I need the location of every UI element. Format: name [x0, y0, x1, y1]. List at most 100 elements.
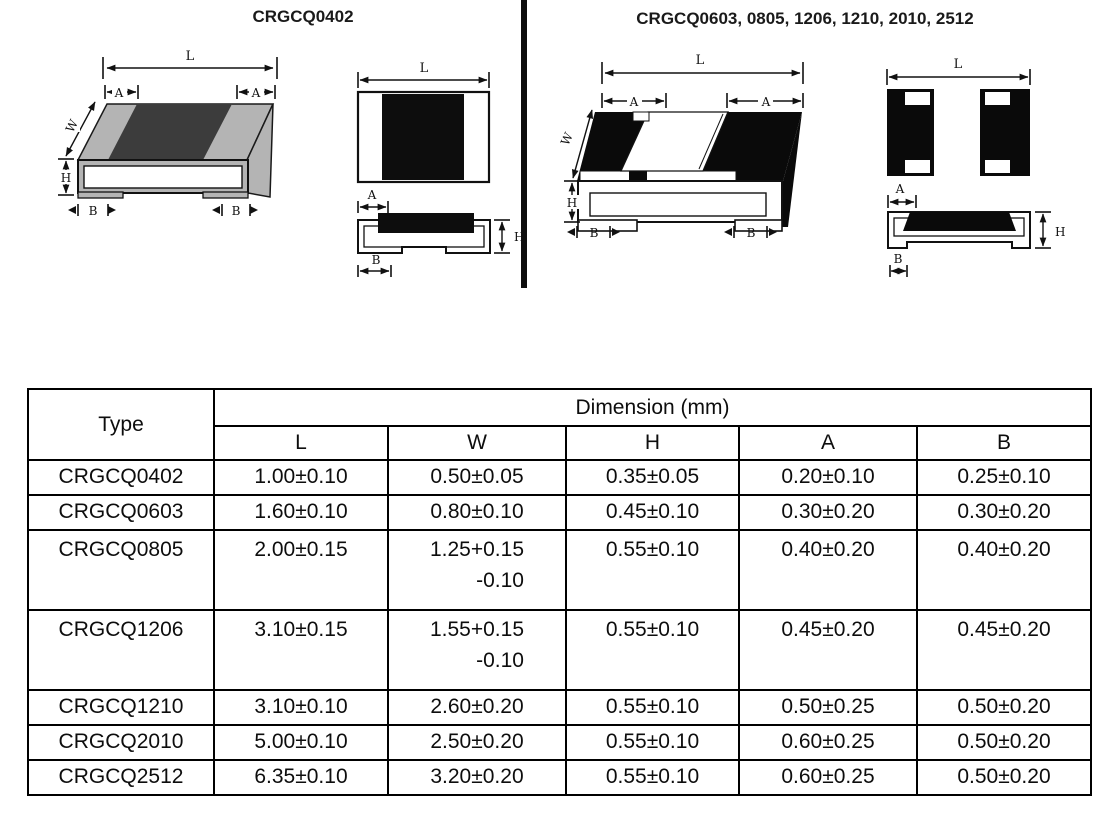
- right-top-view: L: [886, 57, 1031, 176]
- cell-a: 0.50±0.25: [738, 688, 918, 726]
- right-3d-view: L A A: [558, 53, 804, 240]
- resistor-element-band: [108, 104, 232, 160]
- ledge-gap: [629, 170, 647, 182]
- dim-label-a: A: [629, 95, 639, 109]
- cell-a: 0.20±0.10: [738, 458, 918, 496]
- table-row: CRGCQ2010 5.00±0.10 2.50±0.20 0.55±0.10 …: [27, 723, 1092, 761]
- table-row: CRGCQ0603 1.60±0.10 0.80±0.10 0.45±0.10 …: [27, 493, 1092, 531]
- left-3d-view: L A A: [58, 49, 278, 218]
- dim-label-h: H: [567, 196, 577, 210]
- cell-b: 0.50±0.20: [916, 688, 1092, 726]
- cell-h: 0.55±0.10: [565, 688, 740, 726]
- stripe-notch: [632, 111, 650, 122]
- cell-h: 0.55±0.10: [565, 528, 740, 611]
- cell-type: CRGCQ2512: [27, 758, 215, 796]
- table-subheader-row: L W H A B: [28, 425, 1092, 461]
- left-diagram-title: CRGCQ0402: [252, 7, 353, 26]
- cell-b: 0.50±0.20: [916, 758, 1092, 796]
- dim-h-left-side: H: [494, 219, 524, 254]
- resistor-element-bar: [378, 213, 474, 233]
- terminal-tab-left: [77, 191, 124, 199]
- terminal-ledge: [579, 170, 737, 182]
- cell-a: 0.40±0.20: [738, 528, 918, 611]
- corner-pad: [985, 92, 1010, 105]
- cell-b: 0.40±0.20: [916, 528, 1092, 611]
- cell-a: 0.60±0.25: [738, 723, 918, 761]
- cell-w: 2.60±0.20: [387, 688, 567, 726]
- cell-l: 3.10±0.10: [213, 688, 389, 726]
- dim-a-right-side: A: [887, 182, 917, 208]
- substrate-stripe: [619, 111, 729, 172]
- right-side-view: A H B: [887, 182, 1065, 277]
- dim-label-l: L: [696, 53, 705, 68]
- cell-a: 0.60±0.25: [738, 758, 918, 796]
- cell-a: 0.30±0.20: [738, 493, 918, 531]
- dim-label-h: H: [61, 171, 71, 185]
- cell-b: 0.25±0.10: [916, 458, 1092, 496]
- dim-label-a: A: [895, 182, 905, 196]
- cell-type: CRGCQ0603: [27, 493, 215, 531]
- type-column-header: Type: [27, 388, 215, 461]
- dim-a-right-3d: A A: [601, 93, 804, 109]
- corner-pad: [905, 160, 930, 173]
- table-row: CRGCQ1210 3.10±0.10 2.60±0.20 0.55±0.10 …: [27, 688, 1092, 726]
- dim-label-a: A: [761, 95, 771, 109]
- terminal-tab-left: [577, 219, 638, 232]
- section-divider: [521, 0, 527, 288]
- table-row: CRGCQ1206 3.10±0.15 1.55+0.15 -0.10 0.55±…: [27, 608, 1092, 691]
- cell-type: CRGCQ1206: [27, 608, 215, 691]
- col-header-b: B: [916, 425, 1092, 461]
- resistor-element-coat: [903, 212, 1016, 231]
- terminal-tab-right: [202, 191, 249, 199]
- dim-label-a: A: [251, 86, 261, 100]
- cell-l: 1.60±0.10: [213, 493, 389, 531]
- dim-b-left-3d: B B: [68, 204, 258, 218]
- cell-w: 3.20±0.20: [387, 758, 567, 796]
- dim-a-left-3d: A A: [104, 84, 276, 100]
- dim-label-a: A: [114, 86, 124, 100]
- cell-l: 2.00±0.15: [213, 528, 389, 611]
- dim-l-left-top: L: [357, 61, 490, 88]
- cell-w: 1.25+0.15 -0.10: [387, 528, 567, 611]
- dim-h-left-3d: H: [58, 158, 74, 196]
- col-header-l: L: [213, 425, 389, 461]
- dim-label-b: B: [372, 253, 381, 267]
- cell-h: 0.35±0.05: [565, 458, 740, 496]
- dim-label-b: B: [747, 226, 756, 240]
- cell-l: 5.00±0.10: [213, 723, 389, 761]
- left-side-view: A H B: [357, 188, 524, 277]
- dim-b-right-side: B: [889, 252, 908, 277]
- table-header-row: Type Dimension (mm): [27, 388, 1092, 461]
- dim-w-left-3d: W: [63, 101, 96, 157]
- cell-b: 0.50±0.20: [916, 723, 1092, 761]
- dim-l-right-top: L: [886, 57, 1031, 85]
- dim-label-b: B: [89, 204, 98, 218]
- dim-label-h: H: [1055, 225, 1065, 239]
- dim-label-b: B: [590, 226, 599, 240]
- cell-h: 0.55±0.10: [565, 758, 740, 796]
- dimension-drawings: CRGCQ0402 L A A: [58, 0, 1065, 288]
- chip-front-face: [577, 180, 783, 223]
- chip-front-inner: [589, 192, 767, 217]
- dim-label-h: H: [514, 230, 524, 244]
- cell-l: 1.00±0.10: [213, 458, 389, 496]
- table-row: CRGCQ0805 2.00±0.15 1.25+0.15 -0.10 0.55±…: [27, 528, 1092, 611]
- cell-h: 0.55±0.10: [565, 608, 740, 691]
- col-header-w: W: [387, 425, 567, 461]
- cell-type: CRGCQ0402: [27, 458, 215, 496]
- resistor-element-area: [382, 94, 464, 180]
- stripe-edge-line: [698, 113, 724, 170]
- cell-l: 6.35±0.10: [213, 758, 389, 796]
- dim-b-right-3d: B B: [567, 226, 777, 240]
- cell-a: 0.45±0.20: [738, 608, 918, 691]
- col-header-a: A: [738, 425, 918, 461]
- dim-h-right-3d: H: [564, 180, 580, 223]
- dim-label-l: L: [420, 61, 429, 76]
- cell-type: CRGCQ2010: [27, 723, 215, 761]
- left-top-view: L: [356, 61, 491, 184]
- dim-label-b: B: [894, 252, 903, 266]
- corner-pad: [905, 92, 930, 105]
- dim-h-right-side: H: [1035, 211, 1065, 249]
- cell-b: 0.45±0.20: [916, 608, 1092, 691]
